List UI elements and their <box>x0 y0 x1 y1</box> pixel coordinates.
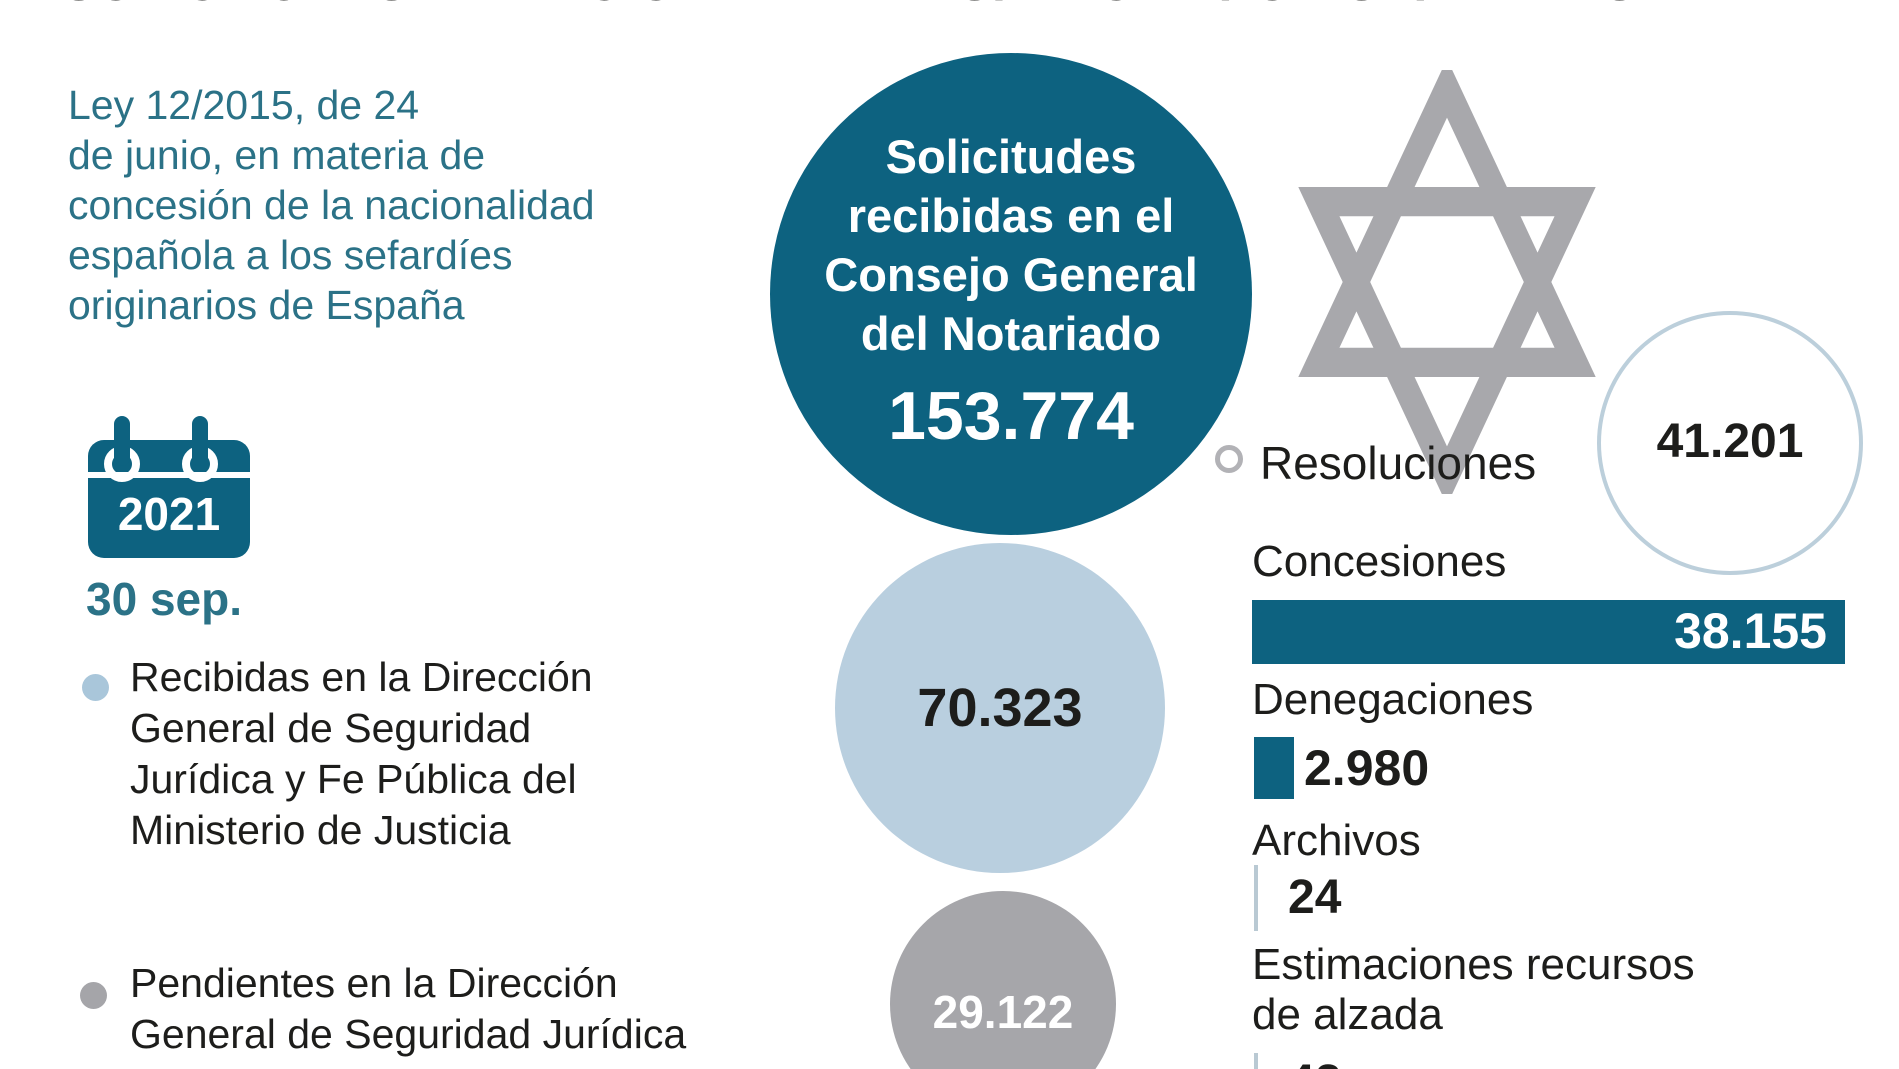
concesiones-label: Concesiones <box>1252 537 1507 586</box>
received-line: General de Seguridad <box>130 705 532 751</box>
resolutions-label: Resoluciones <box>1260 437 1537 489</box>
star-of-david-icon <box>1298 70 1596 494</box>
pending-total-circle: 29.122 <box>890 891 1116 1069</box>
archivos-bar <box>1254 865 1258 931</box>
received-label: Recibidas en la Dirección General de Seg… <box>130 652 593 856</box>
notary-line: del Notariado <box>860 307 1162 360</box>
calendar-date: 30 sep. <box>86 573 242 625</box>
denegaciones-bar <box>1254 737 1294 799</box>
pending-total-value: 29.122 <box>932 986 1074 1038</box>
received-line: Recibidas en la Dirección <box>130 654 593 700</box>
law-intro-paragraph: Ley 12/2015, de 24 de junio, en materia … <box>68 80 595 330</box>
intro-line: Ley 12/2015, de 24 <box>68 82 420 128</box>
resolutions-ring-icon <box>1215 445 1243 473</box>
received-line: Ministerio de Justicia <box>130 807 511 853</box>
received-total-circle: 70.323 <box>835 543 1165 873</box>
calendar-year: 2021 <box>117 488 221 540</box>
pending-line: Pendientes en la Dirección <box>130 960 618 1006</box>
estimaciones-label: Estimaciones recursos de alzada <box>1252 940 1695 1040</box>
estimaciones-label-line: de alzada <box>1252 990 1443 1039</box>
denegaciones-value: 2.980 <box>1304 740 1430 796</box>
intro-line: española a los sefardíes <box>68 232 513 278</box>
notary-total-circle: Solicitudes recibidas en el Consejo Gene… <box>770 53 1252 535</box>
calendar-stem-icon <box>192 416 208 466</box>
bullet-dot-received <box>82 674 109 701</box>
estimaciones-bar <box>1254 1053 1258 1069</box>
archivos-label: Archivos <box>1252 816 1421 865</box>
page-title: SOLICITUDES DE NACIONALIDAD ESPAÑOLA POR… <box>62 0 1637 12</box>
intro-line: de junio, en materia de <box>68 132 486 178</box>
calendar-stem-icon <box>114 416 130 466</box>
concesiones-bar: 38.155 <box>1252 600 1845 664</box>
estimaciones-value: 42 <box>1288 1053 1341 1069</box>
pending-label: Pendientes en la Dirección General de Se… <box>130 958 686 1060</box>
notary-line: recibidas en el <box>847 189 1175 242</box>
resolutions-total-circle: 41.201 <box>1597 311 1863 575</box>
estimaciones-label-line: Estimaciones recursos <box>1252 940 1695 989</box>
archivos-value: 24 <box>1288 871 1342 924</box>
notary-line: Solicitudes <box>885 130 1137 183</box>
pending-line: General de Seguridad Jurídica <box>130 1011 687 1057</box>
notary-total-value: 153.774 <box>888 378 1134 454</box>
received-line: Jurídica y Fe Pública del <box>130 756 577 802</box>
intro-line: concesión de la nacionalidad <box>68 182 595 228</box>
notary-line: Consejo General <box>824 248 1198 301</box>
resolutions-total-value: 41.201 <box>1656 415 1804 468</box>
intro-line: originarios de España <box>68 282 465 328</box>
calendar-stripe <box>88 472 250 478</box>
received-total-value: 70.323 <box>917 678 1083 738</box>
notary-circle-label: Solicitudes recibidas en el Consejo Gene… <box>770 127 1252 363</box>
denegaciones-label: Denegaciones <box>1252 675 1534 724</box>
bullet-dot-pending <box>80 982 107 1009</box>
